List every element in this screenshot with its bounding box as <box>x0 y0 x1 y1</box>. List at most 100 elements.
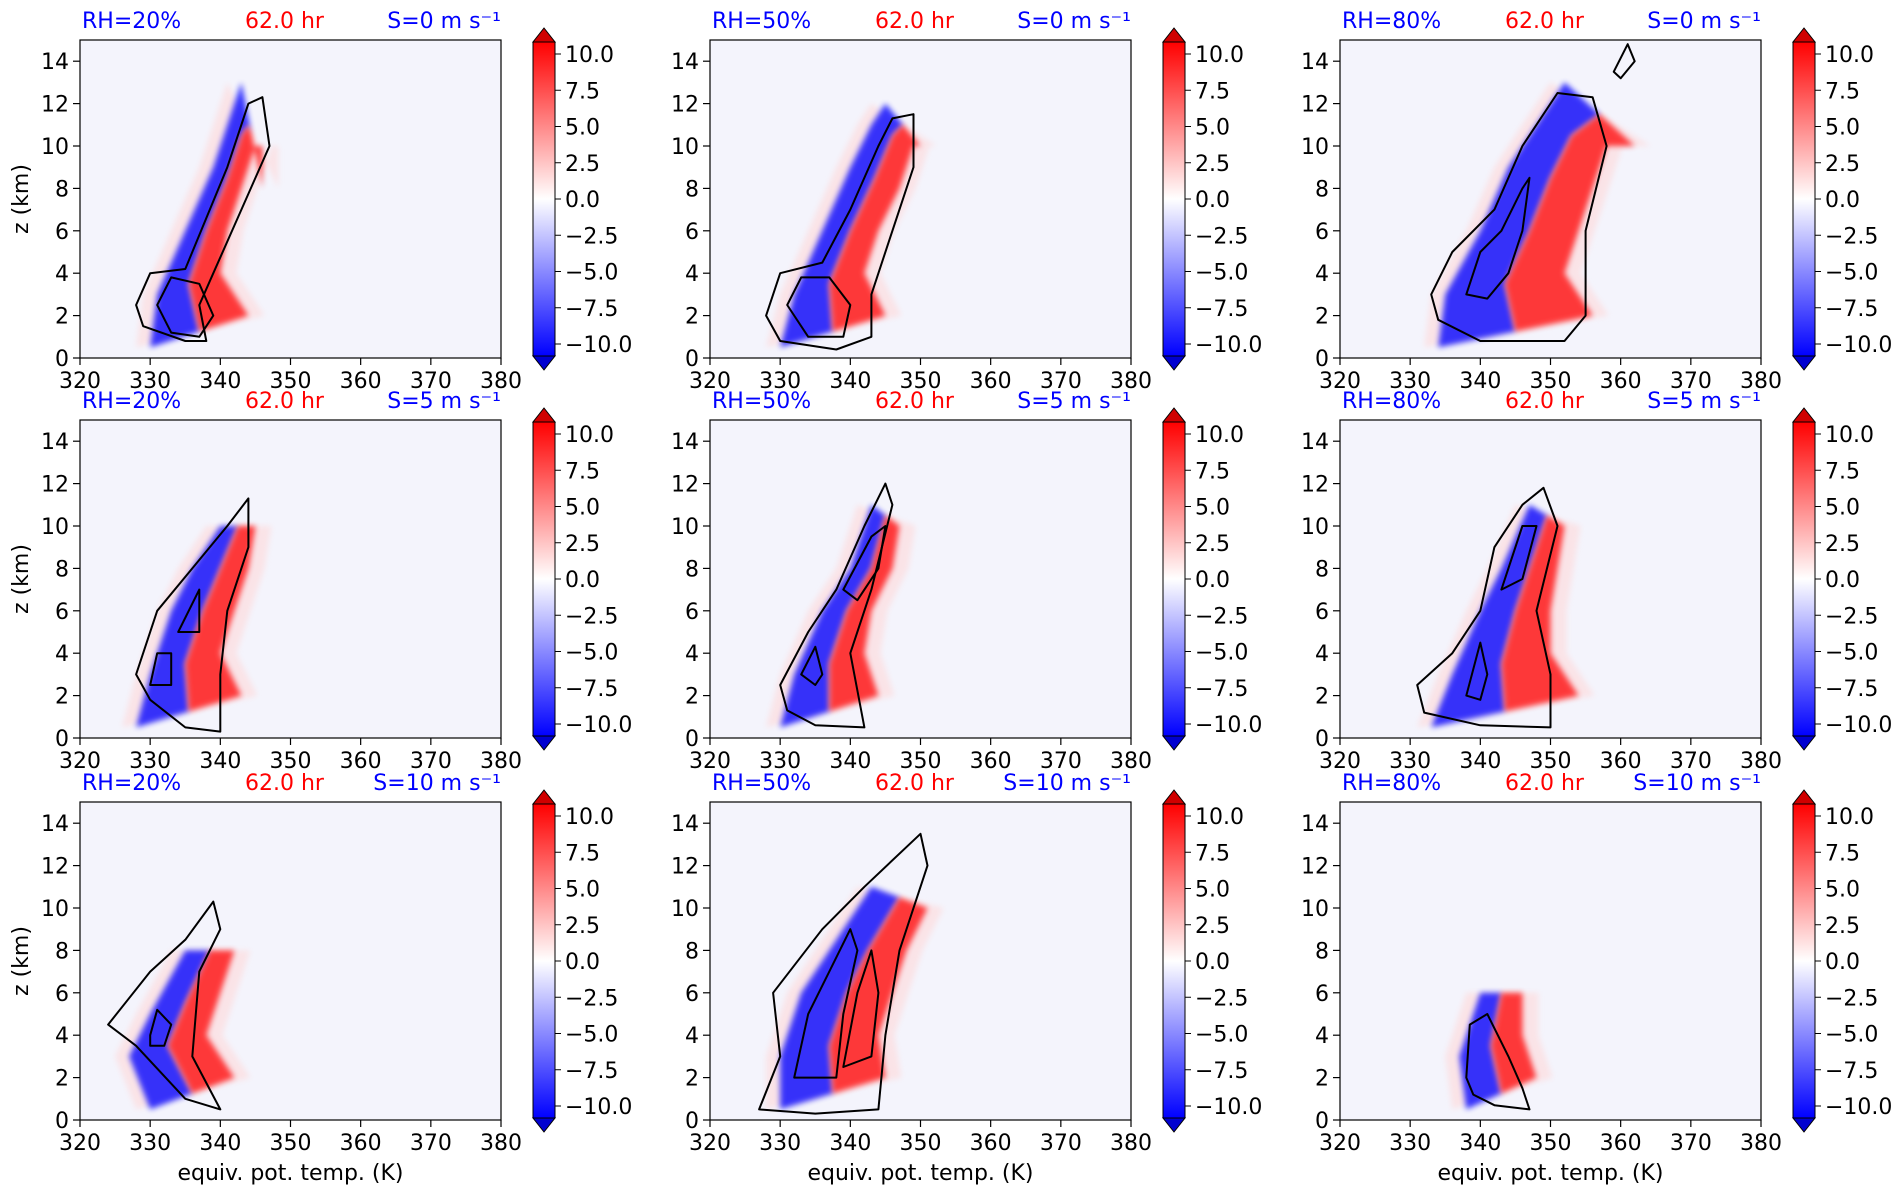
colorbar-extend-min <box>1791 355 1817 371</box>
positive-anomaly-band <box>1501 515 1579 712</box>
colorbar-tick-label: 2.5 <box>1195 532 1230 557</box>
colorbar-tick-label: −7.5 <box>565 297 618 322</box>
contour-line-2 <box>156 276 215 338</box>
colorbar-tick-label: −10.0 <box>1825 333 1892 358</box>
y-tick-label: 8 <box>1315 557 1329 582</box>
x-tick-label: 330 <box>759 369 801 394</box>
colorbar-tick-label: 5.0 <box>565 116 600 141</box>
y-tick-label: 2 <box>685 685 699 710</box>
colorbar-tick-label: −5.0 <box>565 641 618 666</box>
x-tick-label: 330 <box>129 1131 171 1156</box>
y-tick-label: 10 <box>671 897 699 922</box>
time-label: 62.0 hr <box>245 389 325 414</box>
panel-rh20-s0: 320 330 340 350 360 370 380 0 2 4 6 8 10 12 14 RH=20% 62… <box>9 9 632 394</box>
x-tick-label: 380 <box>480 369 522 394</box>
positive-anomaly-band <box>188 124 263 332</box>
y-tick-label: 8 <box>1315 177 1329 202</box>
y-tick-label: 12 <box>671 473 699 498</box>
colorbar-gradient <box>1792 41 1816 357</box>
x-tick-label: 360 <box>970 1131 1012 1156</box>
rh-label: RH=20% <box>82 771 181 796</box>
y-tick-label: 12 <box>671 855 699 880</box>
x-tick-label: 370 <box>1670 749 1712 774</box>
shear-label: S=0 m s⁻¹ <box>1647 9 1761 34</box>
y-tick-label: 6 <box>685 600 699 625</box>
positive-anomaly-band <box>167 950 235 1094</box>
contour-line-2 <box>1465 641 1489 701</box>
shaded-field <box>1445 992 1553 1111</box>
colorbar-tick-label: 0.0 <box>1825 950 1860 975</box>
colorbar-tick-label: −10.0 <box>565 713 632 738</box>
colorbar-gradient <box>532 421 556 737</box>
x-tick-label: 380 <box>1110 369 1152 394</box>
colorbar-extend-min <box>1161 1117 1187 1133</box>
colorbar-tick-label: 7.5 <box>1825 459 1860 484</box>
colorbar-extend-min <box>1791 735 1817 751</box>
y-tick-label: 14 <box>671 812 699 837</box>
y-axis-label: z (km) <box>9 926 34 996</box>
colorbar-tick-label: 10.0 <box>1195 805 1244 830</box>
y-tick-label: 8 <box>55 939 69 964</box>
colorbar-gradient <box>1162 803 1186 1119</box>
time-label: 62.0 hr <box>1505 771 1585 796</box>
contour-line-1 <box>135 497 250 733</box>
x-tick-label: 370 <box>1670 1131 1712 1156</box>
colorbar-gradient <box>1162 421 1186 737</box>
y-tick-label: 6 <box>1315 600 1329 625</box>
colorbar-tick-label: −5.0 <box>1195 261 1248 286</box>
colorbar: 10.0 7.5 5.0 2.5 0.0 −2.5 −5.0 −7.5 −10.0 <box>1791 27 1892 371</box>
positive-anomaly-band <box>185 526 256 712</box>
contour-line-3 <box>842 525 887 602</box>
x-tick-label: 350 <box>900 369 942 394</box>
colorbar-tick-label: 10.0 <box>1825 43 1874 68</box>
x-tick-label: 350 <box>270 369 312 394</box>
y-tick-label: 14 <box>671 430 699 455</box>
contour-line-2 <box>149 1008 173 1047</box>
shaded-field <box>135 82 279 348</box>
colorbar-tick-label: −2.5 <box>1825 224 1878 249</box>
shear-label: S=10 m s⁻¹ <box>1633 771 1761 796</box>
colorbar-tick-label: −2.5 <box>1195 224 1248 249</box>
x-tick-label: 360 <box>970 369 1012 394</box>
negative-anomaly-band <box>780 886 900 1110</box>
y-axis-label: z (km) <box>9 544 34 614</box>
y-tick-label: 6 <box>55 220 69 245</box>
y-tick-label: 2 <box>55 305 69 330</box>
colorbar-tick-label: 10.0 <box>1825 805 1874 830</box>
y-tick-label: 10 <box>41 135 69 160</box>
y-tick-label: 6 <box>1315 220 1329 245</box>
colorbar-tick-label: 7.5 <box>1825 841 1860 866</box>
y-tick-label: 0 <box>55 347 69 372</box>
time-label: 62.0 hr <box>245 9 325 34</box>
y-tick-label: 4 <box>55 262 69 287</box>
colorbar: 10.0 7.5 5.0 2.5 0.0 −2.5 −5.0 −7.5 −10.0 <box>531 407 632 751</box>
colorbar: 10.0 7.5 5.0 2.5 0.0 −2.5 −5.0 −7.5 −10.0 <box>1161 789 1262 1133</box>
colorbar-tick-label: −10.0 <box>1195 1095 1262 1120</box>
x-tick-label: 330 <box>129 749 171 774</box>
colorbar-tick-label: 10.0 <box>1195 423 1244 448</box>
x-tick-label: 340 <box>829 369 871 394</box>
x-tick-label: 350 <box>270 1131 312 1156</box>
x-tick-label: 320 <box>689 1131 731 1156</box>
y-tick-label: 6 <box>685 220 699 245</box>
x-tick-label: 370 <box>410 369 452 394</box>
x-tick-label: 340 <box>829 1131 871 1156</box>
y-tick-label: 14 <box>41 50 69 75</box>
shaded-field <box>1424 43 1651 348</box>
y-tick-label: 12 <box>41 473 69 498</box>
y-tick-label: 14 <box>1301 430 1329 455</box>
y-tick-label: 4 <box>1315 1024 1329 1049</box>
y-tick-label: 10 <box>1301 135 1329 160</box>
rh-label: RH=20% <box>82 389 181 414</box>
x-axis-label: equiv. pot. temp. (K) <box>177 1161 403 1186</box>
negative-anomaly-band <box>136 526 238 728</box>
y-tick-label: 14 <box>1301 812 1329 837</box>
shaded-field <box>766 482 916 729</box>
time-label: 62.0 hr <box>875 771 955 796</box>
shear-label: S=0 m s⁻¹ <box>387 9 501 34</box>
contour-line-1 <box>107 900 222 1111</box>
x-tick-label: 330 <box>129 369 171 394</box>
x-tick-label: 330 <box>1389 1131 1431 1156</box>
contour-line-1 <box>758 832 929 1115</box>
x-tick-label: 350 <box>1530 749 1572 774</box>
